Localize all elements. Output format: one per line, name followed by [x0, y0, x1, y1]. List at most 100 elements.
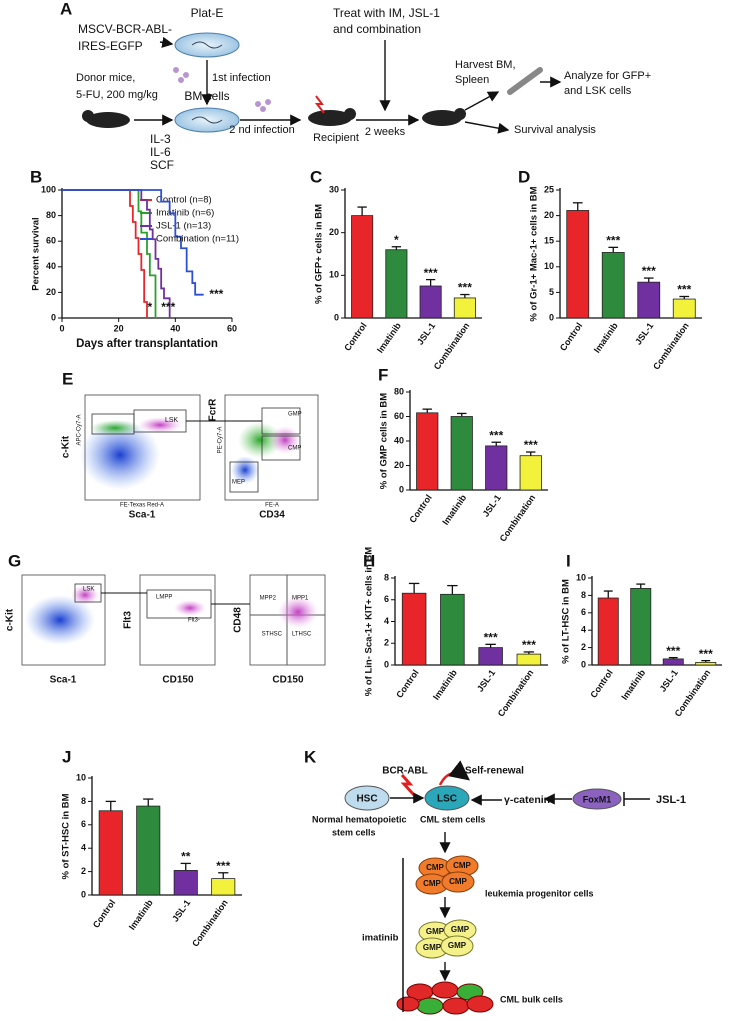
label: HSC [356, 794, 377, 805]
bar [401, 592, 427, 666]
y-tick-label: 2 [384, 638, 389, 648]
x-tick-label: JSL-1 [658, 668, 680, 694]
label: CML stem cells [420, 814, 485, 824]
label: Recipient [313, 132, 359, 144]
significance: *** [484, 631, 498, 645]
label: Normal hematopoietic [312, 814, 407, 824]
bar [637, 281, 661, 319]
x-tick-label: Control [394, 668, 421, 700]
x-tick-label: Control [407, 493, 434, 525]
label: IL-3 [150, 132, 171, 146]
label: CMP [423, 879, 441, 888]
legend-label: Control (n=8) [156, 195, 212, 206]
label: MPP2 [260, 596, 277, 602]
label: Sca-1 [129, 510, 156, 521]
label: PE-Cy7-A [218, 427, 224, 454]
y-tick-label: 8 [81, 796, 86, 806]
legend-label: Combination (n=11) [156, 234, 239, 245]
x-tick-label: Imatinib [440, 492, 468, 526]
x-axis-label: Days after transplantation [76, 338, 218, 350]
bar [630, 588, 652, 666]
label: LTHSC [292, 632, 312, 638]
x-tick-label: Control [558, 321, 585, 353]
y-axis-label: % of GFP+ cells in BM [314, 204, 325, 304]
y-tick-label: 2 [81, 866, 86, 876]
label: Analyze for GFP+ [564, 70, 651, 82]
diagram-a-shapes [82, 32, 562, 134]
x-tick-label: Combination [190, 898, 230, 949]
label: leukemia progenitor cells [485, 888, 594, 898]
label: Survival analysis [514, 124, 596, 136]
label: Donor mice, [76, 72, 135, 84]
label: CMP [449, 877, 467, 886]
bar [601, 252, 625, 319]
label: LMPP [156, 595, 172, 601]
label: MSCV-BCR-ABL- [78, 22, 172, 36]
bar [662, 658, 684, 666]
y-tick-label: 10 [76, 772, 86, 782]
x-tick-label: Combination [673, 668, 713, 719]
panel-label: F [378, 365, 388, 384]
panel-label: A [60, 0, 72, 18]
bar [519, 455, 542, 491]
significance: * [394, 233, 399, 247]
survival-curve [62, 189, 171, 318]
y-tick-label: 8 [581, 590, 586, 600]
y-tick-label: 40 [394, 435, 404, 445]
x-tick-label: 40 [170, 323, 180, 333]
label: IRES-EGFP [78, 39, 143, 53]
x-tick-label: JSL-1 [481, 493, 503, 519]
label: Flt3- [188, 618, 200, 624]
label: LSK [165, 417, 179, 424]
label: Plat-E [191, 6, 224, 20]
y-axis-label: Percent survival [31, 217, 42, 290]
x-tick-label: Imatinib [127, 897, 155, 931]
bar [597, 597, 619, 666]
label: Spleen [455, 74, 489, 86]
x-tick-label: Combination [496, 668, 536, 719]
label: CMP [426, 863, 444, 872]
bar [516, 653, 542, 666]
bar [173, 870, 198, 896]
x-tick-label: JSL-1 [170, 898, 192, 924]
x-tick-label: 20 [114, 323, 124, 333]
label: FcrR [208, 398, 219, 422]
label: Sca-1 [50, 675, 77, 686]
significance: *** [524, 438, 538, 452]
y-tick-label: 40 [46, 261, 56, 271]
x-tick-label: JSL-1 [415, 321, 437, 347]
label: Treat with IM, JSL-1 [333, 6, 440, 20]
label: γ-catenin [504, 794, 550, 806]
y-tick-label: 5 [549, 287, 554, 297]
significance: *** [209, 287, 223, 301]
flow-g-plots [21, 574, 326, 666]
label: GMP [426, 927, 445, 936]
significance: *** [489, 428, 503, 442]
label: imatinib [362, 933, 399, 944]
survival-curve [62, 189, 157, 318]
label: GMP [423, 943, 442, 952]
significance: *** [424, 266, 438, 280]
label: GMP [451, 925, 470, 934]
y-tick-label: 0 [384, 659, 389, 669]
label: 2 weeks [365, 126, 406, 138]
y-tick-label: 80 [46, 210, 56, 220]
label: LSK [83, 587, 94, 593]
y-tick-label: 15 [544, 236, 554, 246]
bar [450, 416, 473, 491]
y-tick-label: 30 [329, 184, 339, 194]
bar [672, 298, 696, 319]
significance: * [147, 300, 152, 314]
label: GMP [288, 412, 302, 418]
x-tick-label: Imatinib [431, 667, 459, 701]
x-tick-label: 60 [227, 323, 237, 333]
label: MPP1 [292, 596, 309, 602]
significance: *** [677, 283, 691, 297]
panel-label: G [8, 551, 21, 570]
label: CMP [453, 861, 471, 870]
y-tick-label: 20 [544, 210, 554, 220]
flow-e-plots [80, 394, 319, 501]
y-tick-label: 10 [329, 270, 339, 280]
legend-label: Imatinib (n=6) [156, 208, 214, 219]
label: CD150 [272, 675, 304, 686]
